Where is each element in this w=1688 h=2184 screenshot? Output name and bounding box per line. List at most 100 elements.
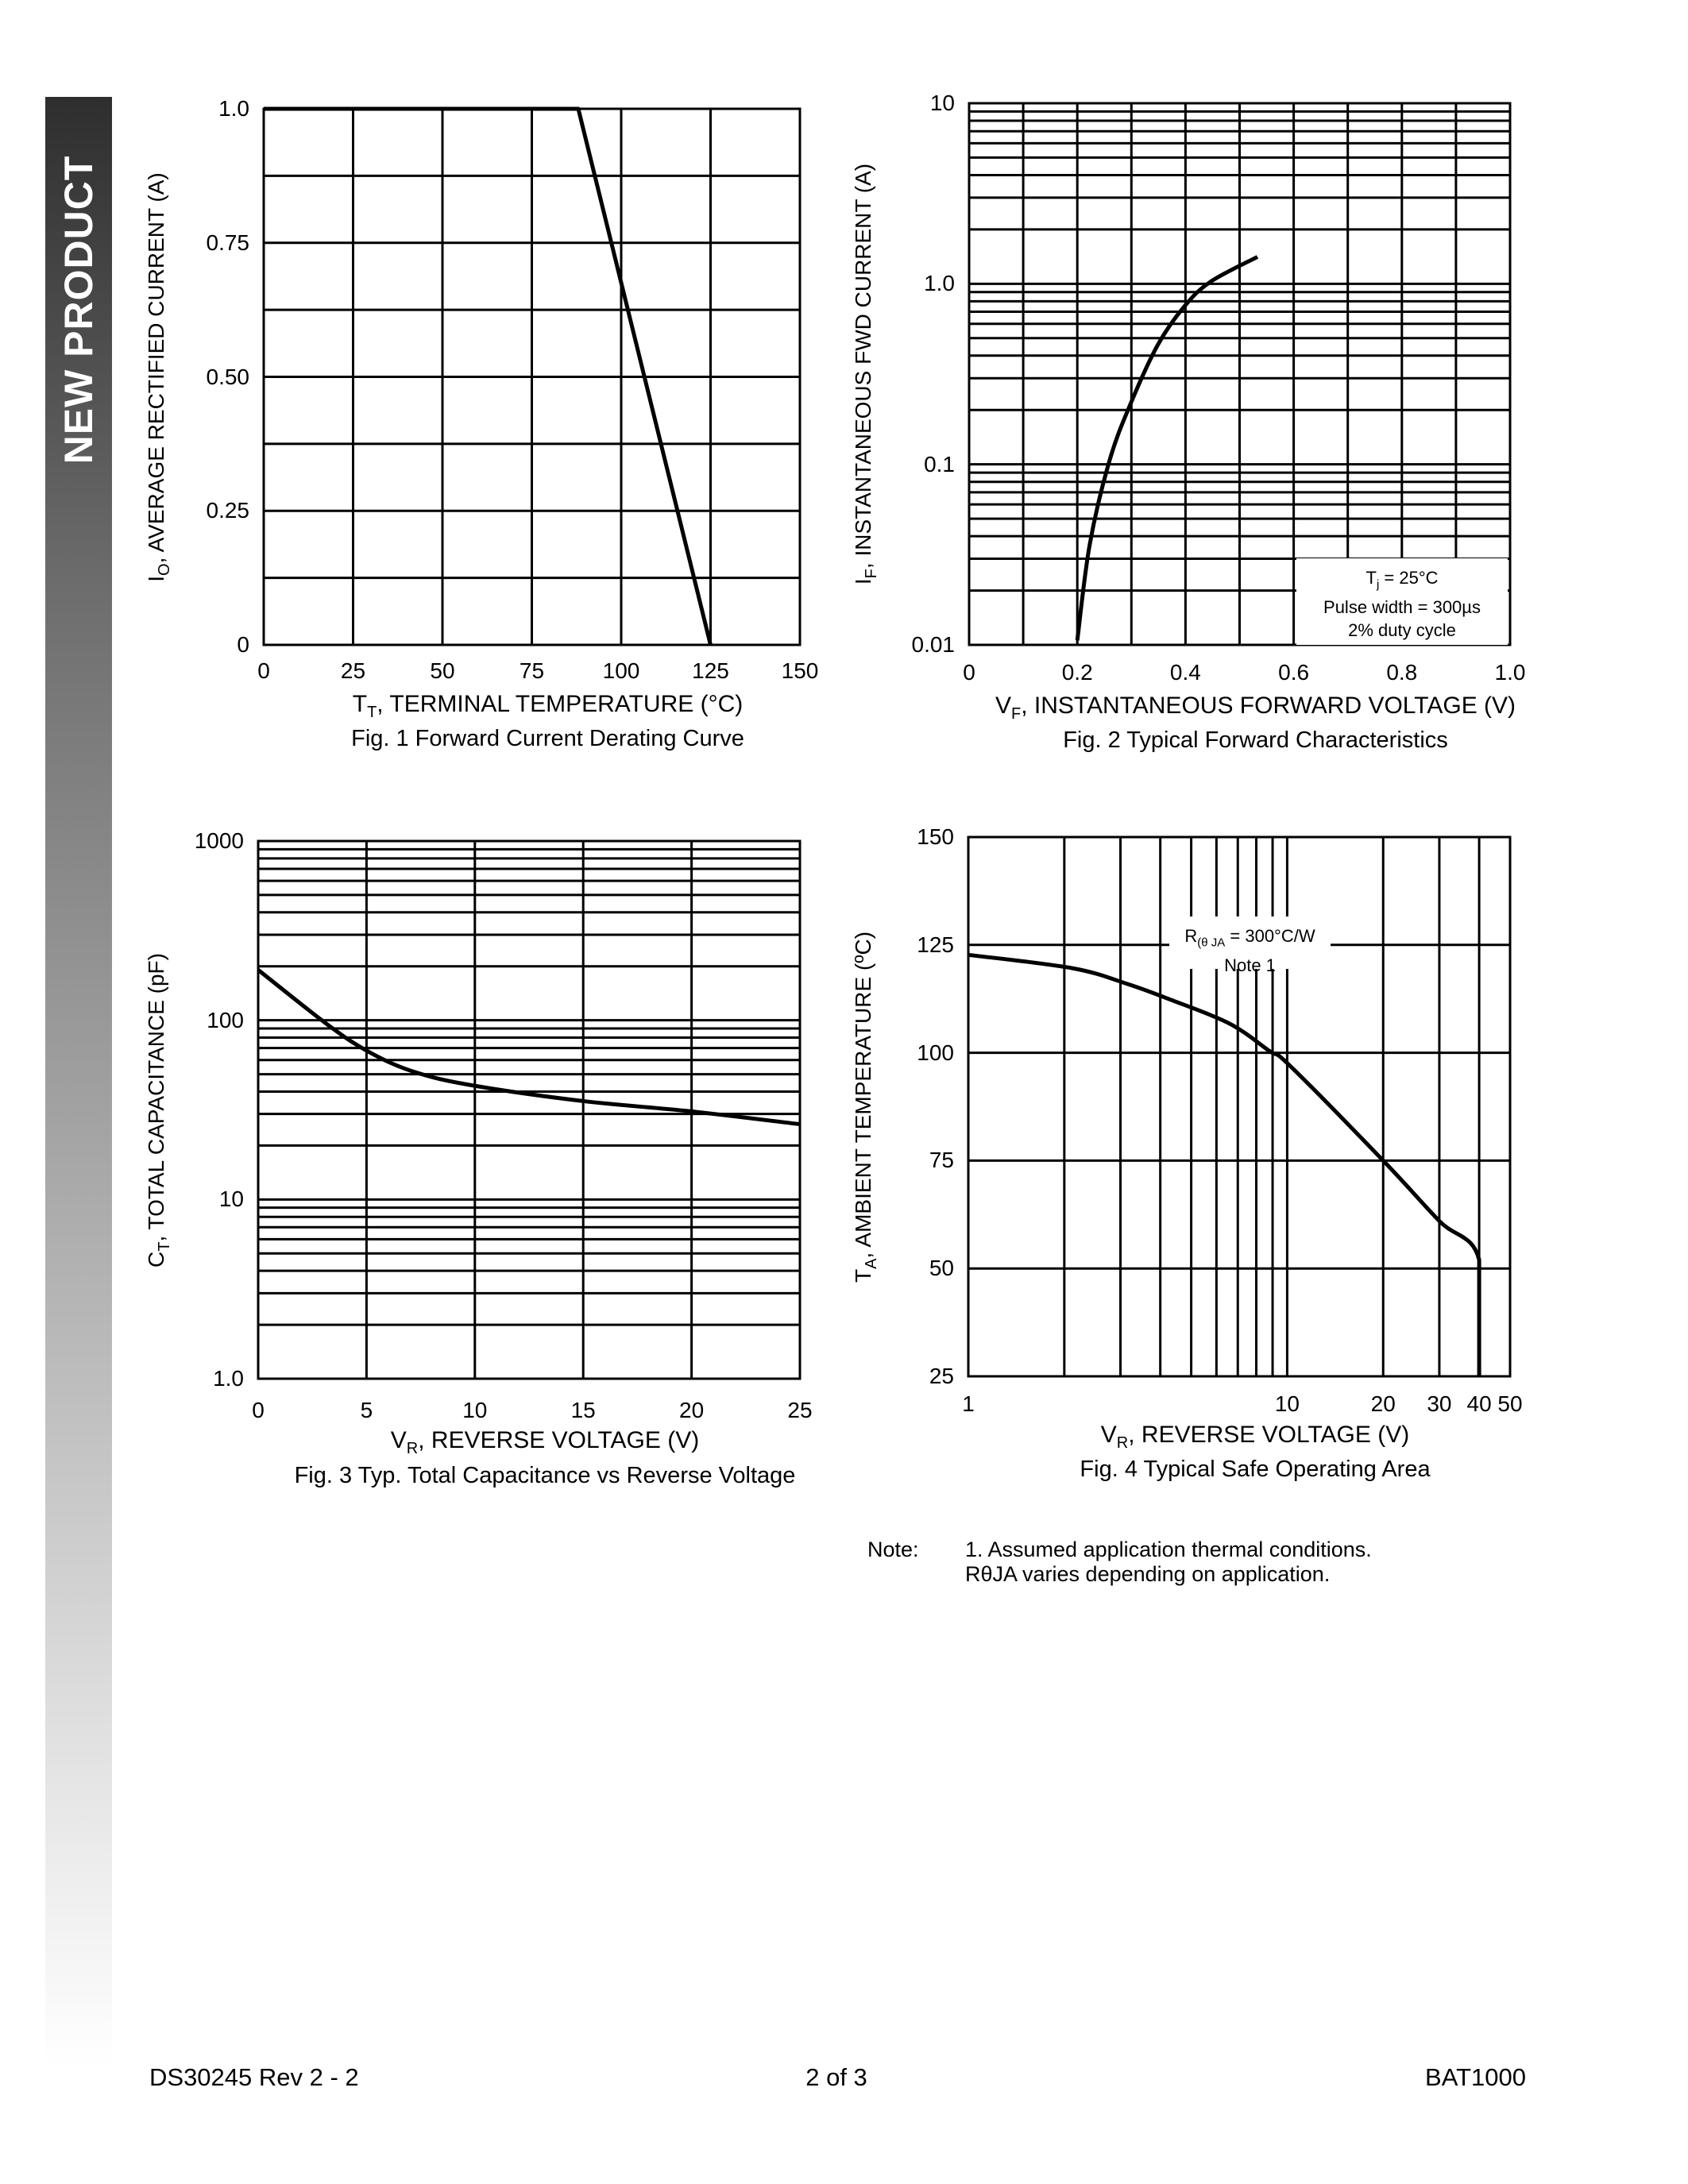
note-line-1: 1. Assumed application thermal condition… [965,1538,1372,1561]
y-axis-title: TA, AMBIENT TEMPERATURE (ºC) [851,931,881,1282]
y-tick-label: 0.1 [924,451,955,477]
y-axis-title-sub: A [862,1258,880,1269]
x-tick-label: 50 [1497,1391,1523,1416]
chart-1 [262,106,802,646]
y-tick-label: 1.0 [213,1366,244,1391]
footer-part-number: BAT1000 [1425,2063,1526,2091]
x-axis-title-sub: T [367,704,377,721]
y-tick-label: 0 [237,632,249,657]
y-tick-label: 50 [929,1256,954,1281]
annotation-line1-sub: (θ JA [1197,936,1226,950]
y-tick-label: 1.0 [924,271,955,296]
annotation-line1-sub: j [1376,577,1380,592]
y-tick-label: 150 [917,824,954,849]
x-tick-label: 0.6 [1278,660,1310,685]
annotation-line1-rest: = 300°C/W [1225,926,1315,946]
x-axis-title-base: V [1100,1422,1117,1448]
annotation-line1-base: R [1184,926,1198,946]
y-tick-label: 1.0 [218,96,249,121]
y-tick-label: 1000 [194,828,244,853]
x-tick-label: 5 [360,1398,373,1422]
x-axis-title-rest: , REVERSE VOLTAGE (V) [418,1427,700,1453]
x-axis-title-base: T [352,691,368,717]
x-tick-label: 10 [462,1398,488,1422]
x-axis-title-rest: , TERMINAL TEMPERATURE (°C) [377,691,744,717]
annotation-line2: Pulse width = 300µs [1323,597,1481,618]
x-tick-label: 20 [679,1398,705,1422]
y-tick-label: 10 [218,1187,244,1212]
x-tick-label: 1.0 [1494,660,1526,685]
plot-frame [968,102,1512,646]
y-axis-title: CT, TOTAL CAPACITANCE (pF) [144,953,174,1268]
x-tick-label: 125 [692,658,729,683]
y-axis-title-rest: , AMBIENT TEMPERATURE (ºC) [851,931,876,1259]
x-tick-label: 150 [781,658,819,683]
annotation-line-1: Tj = 25°C [1296,566,1508,596]
x-axis-title: VR, REVERSE VOLTAGE (V) [391,1427,699,1458]
annotation-line2: Note 1 [1224,955,1276,976]
data-curve [968,952,1481,1376]
y-tick-label: 0.01 [911,632,956,657]
x-tick-label: 0.2 [1061,660,1093,685]
x-tick-label: 25 [787,1398,813,1422]
annotation-line1-base: T [1365,568,1377,588]
note-label: Note: [867,1538,919,1561]
footer-doc-id: DS30245 Rev 2 - 2 [149,2063,359,2091]
x-tick-label: 15 [570,1398,596,1422]
x-tick-label: 0.4 [1169,660,1201,685]
y-axis-title-base: C [144,1251,169,1268]
y-axis-title-base: I [144,575,169,582]
figure-caption: Fig. 1 Forward Current Derating Curve [351,726,744,751]
x-axis-title-rest: , INSTANTANEOUS FORWARD VOLTAGE (V) [1021,693,1516,719]
y-axis-title-rest: , AVERAGE RECTIFIED CURRENT (A) [144,172,169,563]
x-tick-label: 50 [430,658,455,683]
x-axis-title-sub: R [406,1440,419,1457]
plot-frame [257,839,802,1380]
y-axis-title: IO, AVERAGE RECTIFIED CURRENT (A) [144,172,174,581]
x-tick-label: 0 [963,660,975,685]
y-tick-label: 0.75 [206,230,250,255]
x-axis-title-base: V [390,1427,407,1453]
y-axis-title-base: T [851,1268,876,1283]
y-axis-title-sub: T [155,1241,173,1252]
data-curve [257,968,801,1127]
y-axis-title: IF, INSTANTANEOUS FWD CURRENT (A) [851,164,881,585]
x-tick-label: 100 [602,658,640,683]
annotation-box: R(θ JA = 300°C/W Note 1 [1169,916,1331,975]
figure-caption: Fig. 2 Typical Forward Characteristics [1063,727,1448,753]
x-axis-title-sub: F [1010,705,1022,723]
figure-caption: Fig. 4 Typical Safe Operating Area [1080,1457,1431,1482]
data-curve [1075,255,1259,641]
y-axis-title-sub: F [862,569,880,579]
y-tick-label: 75 [929,1148,954,1173]
y-tick-label: 25 [929,1364,954,1388]
x-tick-label: 20 [1370,1391,1396,1416]
x-axis-title: TT, TERMINAL TEMPERATURE (°C) [353,691,743,722]
x-axis-title-base: V [995,693,1011,719]
annotation-line1-rest: = 25°C [1379,568,1439,588]
x-tick-label: 30 [1427,1391,1452,1416]
x-axis-title: VF, INSTANTANEOUS FORWARD VOLTAGE (V) [995,693,1516,723]
x-axis-title: VR, REVERSE VOLTAGE (V) [1101,1422,1409,1453]
figure-caption: Fig. 3 Typ. Total Capacitance vs Reverse… [294,1463,796,1488]
sidebar-banner [45,97,112,2066]
annotation-box: Tj = 25°C Pulse width = 300µs 2% duty cycl… [1296,558,1508,645]
x-tick-label: 1 [962,1391,975,1416]
x-tick-label: 10 [1274,1391,1300,1416]
y-tick-label: 0.25 [206,498,250,523]
note-line-2: RθJA varies depending on application. [965,1562,1331,1586]
y-tick-label: 125 [917,932,954,957]
x-tick-label: 25 [340,658,366,683]
y-axis-title-rest: , TOTAL CAPACITANCE (pF) [144,952,169,1242]
y-axis-title-sub: O [155,562,173,576]
y-axis-title-rest: , INSTANTANEOUS FWD CURRENT (A) [851,163,876,569]
chart-2 [968,102,1512,646]
x-axis-title-rest: , REVERSE VOLTAGE (V) [1128,1422,1410,1448]
x-axis-title-sub: R [1116,1434,1129,1452]
chart-3 [257,839,802,1380]
y-tick-label: 100 [207,1007,244,1032]
x-tick-label: 0 [252,1398,265,1422]
x-tick-label: 0.8 [1386,660,1418,685]
x-tick-label: 75 [519,658,545,683]
